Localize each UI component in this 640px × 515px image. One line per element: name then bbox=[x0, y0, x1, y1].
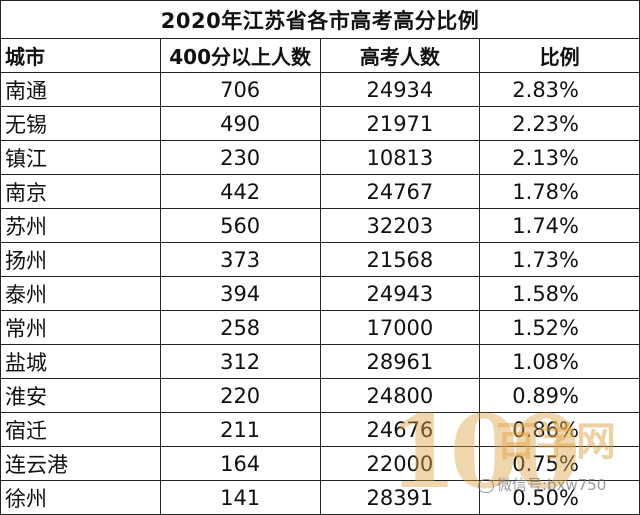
cell-total-examinees: 32203 bbox=[319, 208, 481, 243]
cell-above-400: 141 bbox=[159, 480, 321, 515]
table-row: 淮安 220 24800 0.89% bbox=[0, 378, 640, 413]
cell-total-examinees: 21971 bbox=[319, 106, 481, 141]
cell-ratio: 1.52% bbox=[479, 310, 640, 345]
table-row: 扬州 373 21568 1.73% bbox=[0, 242, 640, 277]
cell-total-examinees: 10813 bbox=[319, 140, 481, 175]
cell-above-400: 211 bbox=[159, 412, 321, 447]
cell-total-examinees: 24943 bbox=[319, 276, 481, 311]
cell-ratio: 1.73% bbox=[479, 242, 640, 277]
table-row: 南通 706 24934 2.83% bbox=[0, 72, 640, 107]
cell-city: 南京 bbox=[0, 174, 161, 209]
cell-city: 常州 bbox=[0, 310, 161, 345]
cell-ratio: 2.13% bbox=[479, 140, 640, 175]
cell-city: 扬州 bbox=[0, 242, 161, 277]
table-row: 徐州 141 28391 0.50% bbox=[0, 480, 640, 515]
cell-above-400: 258 bbox=[159, 310, 321, 345]
cell-city: 淮安 bbox=[0, 378, 161, 413]
cell-total-examinees: 22000 bbox=[319, 446, 481, 481]
table-body: 南通 706 24934 2.83% 无锡 490 21971 2.23% 镇江 230 10813… bbox=[0, 72, 640, 515]
cell-above-400: 373 bbox=[159, 242, 321, 277]
cell-above-400: 220 bbox=[159, 378, 321, 413]
cell-above-400: 164 bbox=[159, 446, 321, 481]
table-row: 连云港 164 22000 0.75% bbox=[0, 446, 640, 481]
cell-city: 泰州 bbox=[0, 276, 161, 311]
table-row: 常州 258 17000 1.52% bbox=[0, 310, 640, 345]
header-above-400: 400分以上人数 bbox=[159, 38, 321, 73]
cell-total-examinees: 28961 bbox=[319, 344, 481, 379]
cell-ratio: 1.74% bbox=[479, 208, 640, 243]
cell-ratio: 0.50% bbox=[479, 480, 640, 515]
cell-above-400: 560 bbox=[159, 208, 321, 243]
table-row: 镇江 230 10813 2.13% bbox=[0, 140, 640, 175]
cell-city: 南通 bbox=[0, 72, 161, 107]
cell-city: 徐州 bbox=[0, 480, 161, 515]
cell-total-examinees: 24676 bbox=[319, 412, 481, 447]
cell-above-400: 706 bbox=[159, 72, 321, 107]
header-city: 城市 bbox=[0, 38, 161, 73]
cell-total-examinees: 17000 bbox=[319, 310, 481, 345]
cell-ratio: 0.89% bbox=[479, 378, 640, 413]
cell-ratio: 0.86% bbox=[479, 412, 640, 447]
cell-total-examinees: 24934 bbox=[319, 72, 481, 107]
cell-ratio: 2.23% bbox=[479, 106, 640, 141]
cell-total-examinees: 21568 bbox=[319, 242, 481, 277]
title-row: 2020年江苏省各市高考高分比例 bbox=[0, 0, 640, 39]
cell-above-400: 394 bbox=[159, 276, 321, 311]
table-row: 盐城 312 28961 1.08% bbox=[0, 344, 640, 379]
cell-above-400: 312 bbox=[159, 344, 321, 379]
cell-city: 宿迁 bbox=[0, 412, 161, 447]
header-ratio: 比例 bbox=[479, 38, 640, 73]
table-row: 苏州 560 32203 1.74% bbox=[0, 208, 640, 243]
cell-city: 苏州 bbox=[0, 208, 161, 243]
cell-above-400: 442 bbox=[159, 174, 321, 209]
cell-city: 镇江 bbox=[0, 140, 161, 175]
table-title: 2020年江苏省各市高考高分比例 bbox=[0, 0, 640, 39]
cell-ratio: 2.83% bbox=[479, 72, 640, 107]
cell-total-examinees: 24767 bbox=[319, 174, 481, 209]
cell-ratio: 0.75% bbox=[479, 446, 640, 481]
table-row: 南京 442 24767 1.78% bbox=[0, 174, 640, 209]
header-total-examinees: 高考人数 bbox=[319, 38, 481, 73]
table-row: 泰州 394 24943 1.58% bbox=[0, 276, 640, 311]
cell-city: 无锡 bbox=[0, 106, 161, 141]
table-row: 宿迁 211 24676 0.86% bbox=[0, 412, 640, 447]
cell-total-examinees: 28391 bbox=[319, 480, 481, 515]
cell-above-400: 490 bbox=[159, 106, 321, 141]
cell-ratio: 1.58% bbox=[479, 276, 640, 311]
header-row: 城市 400分以上人数 高考人数 比例 bbox=[0, 38, 640, 73]
cell-city: 盐城 bbox=[0, 344, 161, 379]
table-row: 无锡 490 21971 2.23% bbox=[0, 106, 640, 141]
cell-total-examinees: 24800 bbox=[319, 378, 481, 413]
cell-city: 连云港 bbox=[0, 446, 161, 481]
cell-ratio: 1.78% bbox=[479, 174, 640, 209]
cell-above-400: 230 bbox=[159, 140, 321, 175]
cell-ratio: 1.08% bbox=[479, 344, 640, 379]
